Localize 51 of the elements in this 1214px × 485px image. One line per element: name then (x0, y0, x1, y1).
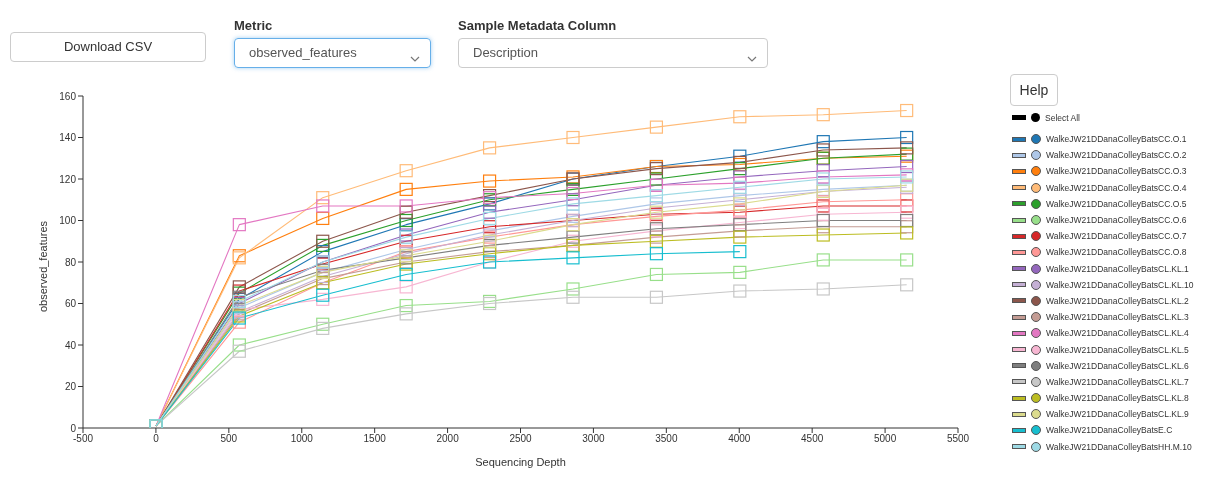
text: Sample Metadata Column (458, 18, 618, 33)
legend-label: WalkeJW21DDanaColleyBatsCL.KL.9 (1046, 409, 1189, 420)
text: observed_features (234, 38, 431, 68)
y-tick-label: 0 (70, 422, 77, 434)
x-tick-label: 0 (153, 433, 160, 445)
legend-label: WalkeJW21DDanaColleyBatsCC.O.4 (1046, 182, 1187, 193)
text: Help (1010, 74, 1058, 106)
x-tick-label: 5500 (946, 433, 970, 445)
legend-label: WalkeJW21DDanaColleyBatsCL.KL.1 (1046, 263, 1189, 274)
y-tick-label: 160 (59, 90, 77, 102)
legend-label: WalkeJW21DDanaColleyBatsCC.O.2 (1046, 150, 1187, 161)
x-tick-label: 3000 (582, 433, 605, 445)
x-tick-label: 3500 (655, 433, 678, 445)
y-tick-label: 120 (59, 173, 77, 185)
x-tick-label: 4000 (728, 433, 751, 445)
legend-title: Select All (1045, 112, 1080, 123)
legend-label: WalkeJW21DDanaColleyBatsCL.KL.7 (1046, 376, 1189, 387)
legend-label: WalkeJW21DDanaColleyBatsCL.KL.5 (1046, 344, 1189, 355)
legend-label: WalkeJW21DDanaColleyBatsCC.O.1 (1046, 134, 1187, 145)
y-tick-label: 20 (64, 381, 77, 393)
text: Metric (234, 18, 274, 33)
legend-label: WalkeJW21DDanaColleyBatsHH.M.10 (1046, 441, 1192, 452)
legend-label: WalkeJW21DDanaColleyBatsCC.O.7 (1046, 231, 1187, 242)
legend-label: WalkeJW21DDanaColleyBatsCL.KL.3 (1046, 312, 1189, 323)
x-tick-label: 4500 (801, 433, 824, 445)
legend-label: WalkeJW21DDanaColleyBatsCC.O.8 (1046, 247, 1187, 258)
x-tick-label: 2000 (436, 433, 460, 445)
x-tick-label: 5000 (873, 433, 897, 445)
y-tick-label: 80 (64, 256, 77, 268)
x-tick-label: 1000 (290, 433, 314, 445)
legend-label: WalkeJW21DDanaColleyBatsCL.KL.8 (1046, 393, 1189, 404)
legend-label: WalkeJW21DDanaColleyBatsCL.KL.10 (1046, 279, 1194, 290)
y-tick-label: 140 (59, 132, 77, 144)
y-tick-label: 60 (64, 298, 77, 310)
x-tick-label: 500 (220, 433, 238, 445)
legend-label: WalkeJW21DDanaColleyBatsCL.KL.2 (1046, 295, 1189, 306)
text: Description (458, 38, 768, 68)
legend-label: WalkeJW21DDanaColleyBatsCC.O.3 (1046, 166, 1187, 177)
y-tick-label: 40 (64, 339, 77, 351)
y-axis-title: observed_features (36, 220, 49, 312)
x-tick-label: 2500 (509, 433, 533, 445)
x-axis-title: Sequencing Depth (475, 456, 566, 468)
legend-label: WalkeJW21DDanaColleyBatsCL.KL.4 (1046, 328, 1189, 339)
x-tick-label: 1500 (363, 433, 387, 445)
legend-label: WalkeJW21DDanaColleyBatsCL.KL.6 (1046, 360, 1189, 371)
legend-label: WalkeJW21DDanaColleyBatsE.C (1046, 425, 1173, 436)
y-tick-label: 100 (59, 215, 77, 227)
legend-label: WalkeJW21DDanaColleyBatsCC.O.6 (1046, 215, 1187, 226)
legend-label: WalkeJW21DDanaColleyBatsCC.O.5 (1046, 198, 1187, 209)
x-tick-label: -500 (72, 433, 94, 445)
text: Download CSV (10, 32, 206, 62)
